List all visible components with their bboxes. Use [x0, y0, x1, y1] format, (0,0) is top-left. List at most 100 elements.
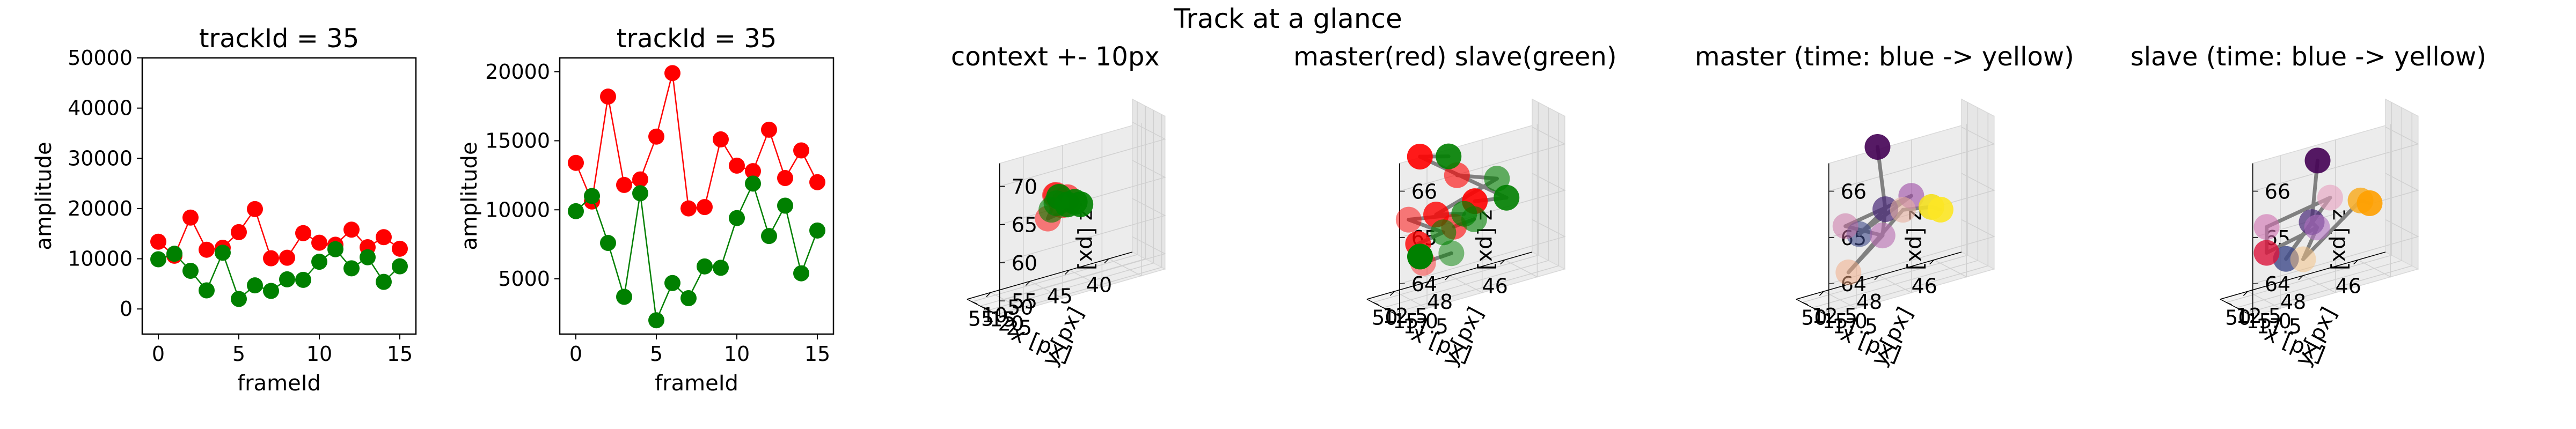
data-point	[376, 273, 392, 290]
data-point	[777, 170, 793, 187]
x-tick-label: 5	[232, 342, 245, 366]
scatter-point	[2304, 214, 2330, 241]
x-tick-label: 48	[1427, 290, 1453, 314]
chart-2: trackId = 35 frameId amplitude 0 5 10 15 5000 10…	[457, 24, 835, 396]
scatter-point	[1438, 240, 1465, 267]
data-point	[376, 229, 392, 246]
figure-suptitle: Track at a glance	[1173, 3, 1402, 34]
grid-line	[1823, 113, 1989, 314]
scatter-point	[1890, 197, 1916, 223]
scatter-point	[1869, 223, 1896, 249]
data-point	[729, 210, 745, 226]
z-tick-label: 66	[1841, 180, 1867, 203]
data-point	[729, 157, 745, 174]
scatter-point	[1484, 166, 1510, 192]
x-tick-mark	[1874, 275, 1879, 280]
x-tick-label: 5	[650, 342, 663, 366]
z-axis-label: z [px]	[1075, 209, 1100, 270]
data-point	[680, 200, 697, 217]
grid-line	[2246, 113, 2413, 314]
data-point	[745, 175, 761, 192]
grid-line	[1828, 219, 1995, 284]
data-point	[360, 249, 376, 265]
data-point	[616, 289, 632, 305]
x-tick-label: 50	[1801, 306, 1827, 329]
scatter-point	[2290, 246, 2316, 272]
data-point	[600, 235, 616, 252]
y-tick-mark	[1393, 313, 1399, 316]
grid-line	[1823, 156, 1857, 309]
x-tick-mark	[1819, 291, 1824, 296]
scatter-point	[2304, 147, 2331, 174]
data-point	[761, 228, 777, 245]
data-point	[279, 249, 295, 266]
scatter-point	[1038, 197, 1065, 223]
x-tick-mark	[1500, 260, 1505, 265]
series-line-1	[575, 73, 818, 210]
data-point	[150, 233, 166, 250]
link-line	[2301, 198, 2363, 262]
scatter-point	[2253, 214, 2280, 240]
scatter-point	[1407, 243, 1433, 270]
series-line-2	[575, 181, 818, 323]
y-tick-mark	[996, 314, 1002, 317]
y-tick-mark	[1823, 313, 1828, 316]
data-point	[761, 121, 777, 138]
x-axis-label: frameId	[655, 371, 738, 396]
x-tick-label: 46	[1482, 275, 1507, 298]
x-tick-mark	[1929, 260, 1935, 265]
grid-line	[1812, 107, 1979, 308]
data-point	[295, 271, 311, 288]
data-point	[166, 246, 182, 262]
x-tick-label: 46	[1911, 275, 1937, 298]
y-tick-label: 5000	[498, 267, 550, 291]
grid-line	[1399, 219, 1566, 284]
scatter-point	[1407, 144, 1433, 170]
data-point	[150, 251, 166, 268]
data-point	[279, 271, 295, 287]
data-point	[713, 131, 729, 147]
grid-line	[980, 106, 1146, 307]
x-axis-line	[967, 252, 1133, 300]
z-tick-label: 60	[1012, 252, 1037, 275]
x-tick-label: 46	[2335, 275, 2361, 298]
grid-line	[1383, 107, 1549, 308]
grid-line	[2226, 102, 2392, 303]
z-tick-label: 64	[1411, 272, 1437, 296]
scatter-point	[2253, 240, 2280, 266]
x-tick-label: 0	[152, 342, 165, 366]
scatter-point	[1430, 219, 1457, 246]
x-tick-label: 50	[1007, 295, 1033, 319]
data-point	[182, 209, 199, 226]
data-point	[680, 290, 697, 307]
scatter-point	[1395, 206, 1422, 233]
data-point	[664, 65, 680, 82]
data-point	[809, 222, 825, 239]
chart-title: context +- 10px	[951, 42, 1160, 72]
chart-title: master (time: blue -> yellow)	[1695, 42, 2074, 72]
y-tick-label: 17.5	[2256, 315, 2302, 338]
grid-line	[1393, 113, 1560, 314]
y-tick-label: 12.5	[1382, 304, 1428, 328]
grid-line	[971, 101, 1138, 302]
y-tick-label: 15000	[485, 129, 550, 153]
y-tick-mark	[2236, 307, 2242, 310]
scatter-point	[1461, 206, 1487, 232]
data-point	[215, 245, 231, 261]
grid-line	[1108, 123, 1142, 277]
y-tick-mark	[1812, 307, 1818, 310]
plot-frame	[559, 57, 835, 335]
y-tick-label: 50000	[68, 46, 133, 70]
x-tick-label: 10	[724, 342, 750, 366]
y-tick-label: 40000	[68, 97, 133, 120]
grid-line	[2252, 127, 2419, 192]
grid-line	[999, 236, 1166, 301]
y-tick-mark	[2226, 302, 2232, 305]
grid-line	[990, 157, 1024, 310]
grid-line	[1802, 102, 1968, 303]
chart-title: slave (time: blue -> yellow)	[2131, 42, 2486, 72]
y-tick-mark	[971, 301, 978, 305]
